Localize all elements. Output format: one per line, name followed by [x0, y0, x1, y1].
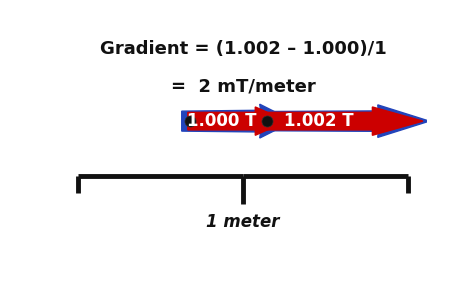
Text: 1 meter: 1 meter [206, 213, 280, 231]
Polygon shape [259, 105, 429, 137]
Text: Gradient = (1.002 – 1.000)/1: Gradient = (1.002 – 1.000)/1 [100, 40, 386, 59]
Text: 1.000 T: 1.000 T [187, 112, 256, 130]
Polygon shape [265, 107, 423, 135]
Polygon shape [182, 104, 293, 138]
Text: =  2 mT/meter: = 2 mT/meter [171, 78, 315, 96]
Polygon shape [188, 107, 287, 135]
Text: 1.002 T: 1.002 T [284, 112, 354, 130]
